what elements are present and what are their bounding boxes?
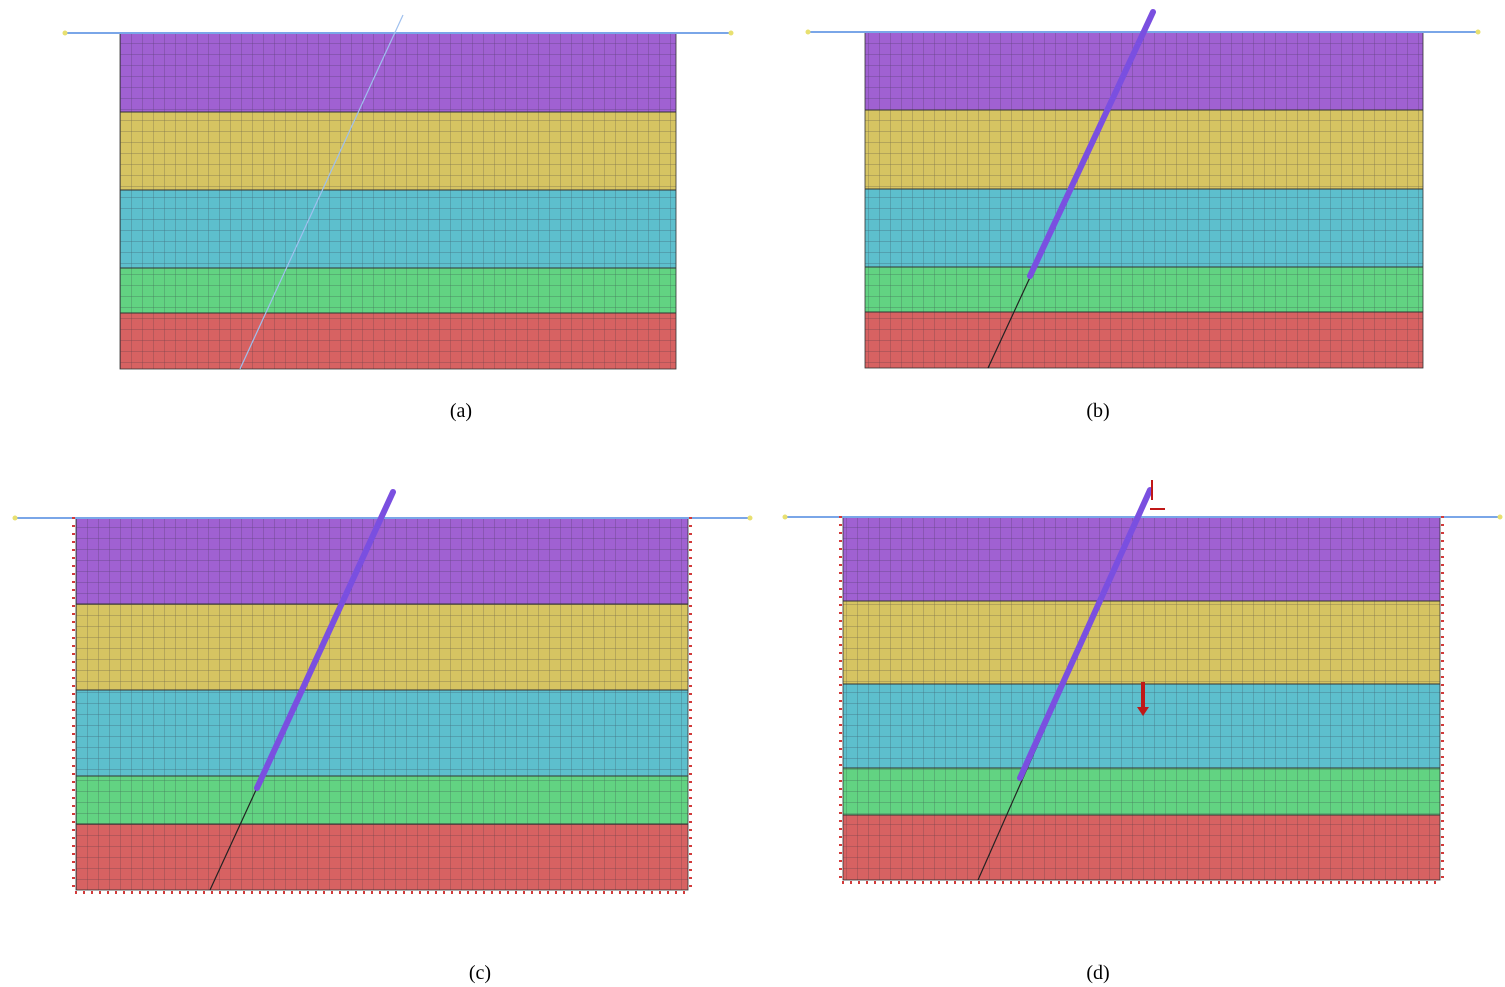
anchor-line — [239, 14, 404, 370]
ground-end — [747, 515, 753, 521]
anchor-bar — [254, 489, 396, 791]
anchor-bar — [1027, 9, 1156, 279]
ground-end — [805, 29, 811, 35]
ground-end — [62, 30, 68, 36]
anchor-bar — [1017, 487, 1153, 781]
panel-label: (d) — [1086, 962, 1109, 984]
boundary-condition — [72, 517, 692, 894]
mesh — [119, 32, 677, 370]
mesh — [864, 31, 1424, 369]
boundary-condition — [839, 516, 1444, 884]
ground-end — [728, 30, 734, 36]
ground-end — [1475, 29, 1481, 35]
ground-end — [1497, 514, 1503, 520]
mesh — [75, 517, 689, 891]
load-arrow-head — [1137, 707, 1149, 716]
panel-label: (b) — [1086, 400, 1109, 422]
panel-label: (a) — [450, 400, 472, 422]
panel-label: (c) — [469, 962, 491, 984]
ground-end — [12, 515, 18, 521]
ground-end — [782, 514, 788, 520]
